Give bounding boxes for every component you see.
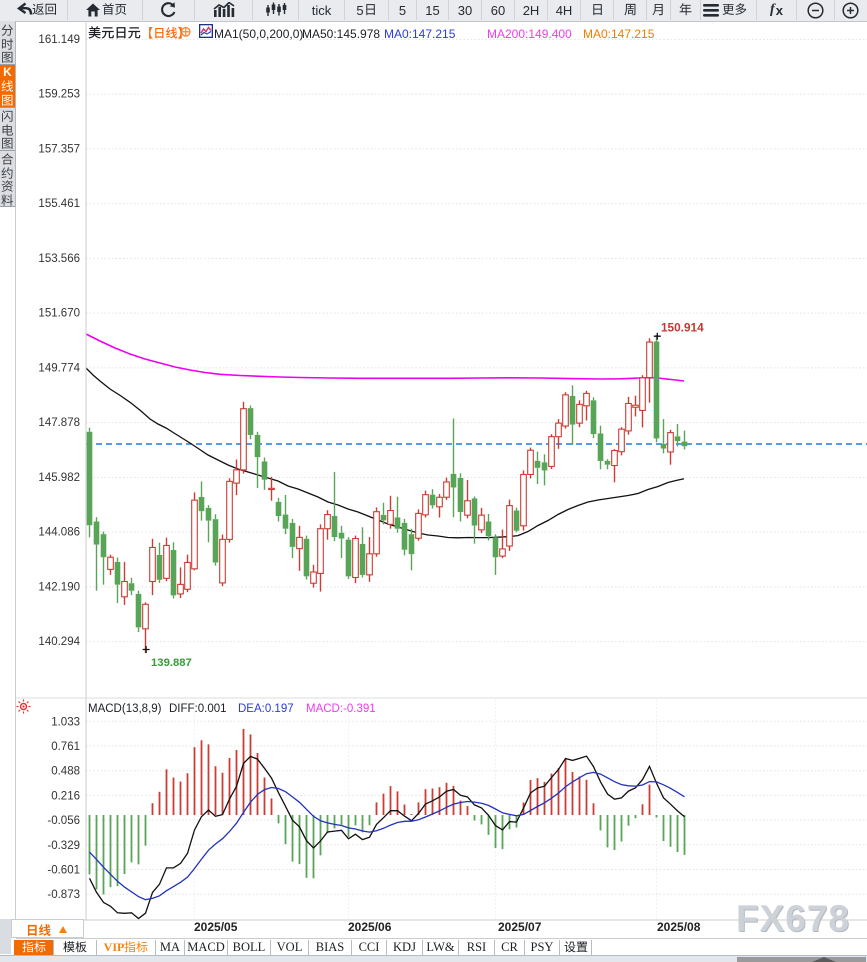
svg-text:-0.329: -0.329 xyxy=(47,840,80,852)
svg-text:155.461: 155.461 xyxy=(38,198,80,210)
svg-text:151.670: 151.670 xyxy=(38,308,80,320)
svg-text:139.887: 139.887 xyxy=(151,657,192,669)
svg-text:2025/06: 2025/06 xyxy=(348,920,392,934)
svg-text:2025/08: 2025/08 xyxy=(657,920,701,934)
svg-text:-0.601: -0.601 xyxy=(47,865,80,877)
svg-text:145.982: 145.982 xyxy=(38,472,80,484)
svg-text:157.357: 157.357 xyxy=(38,143,80,155)
svg-text:0.761: 0.761 xyxy=(51,741,80,753)
svg-text:-0.056: -0.056 xyxy=(47,815,80,827)
svg-text:0.216: 0.216 xyxy=(51,790,80,802)
svg-text:1.033: 1.033 xyxy=(51,716,80,728)
svg-text:144.086: 144.086 xyxy=(38,527,80,539)
svg-text:142.190: 142.190 xyxy=(38,581,80,593)
svg-text:161.149: 161.149 xyxy=(38,34,80,46)
svg-text:140.294: 140.294 xyxy=(38,636,80,648)
svg-text:149.774: 149.774 xyxy=(38,362,80,374)
svg-text:153.566: 153.566 xyxy=(38,253,80,265)
svg-text:-0.873: -0.873 xyxy=(47,889,80,901)
svg-text:147.878: 147.878 xyxy=(38,417,80,429)
svg-text:2025/05: 2025/05 xyxy=(194,920,238,934)
svg-text:159.253: 159.253 xyxy=(38,89,80,101)
svg-text:0.488: 0.488 xyxy=(51,766,80,778)
svg-text:150.914: 150.914 xyxy=(661,321,704,335)
svg-text:2025/07: 2025/07 xyxy=(498,920,542,934)
